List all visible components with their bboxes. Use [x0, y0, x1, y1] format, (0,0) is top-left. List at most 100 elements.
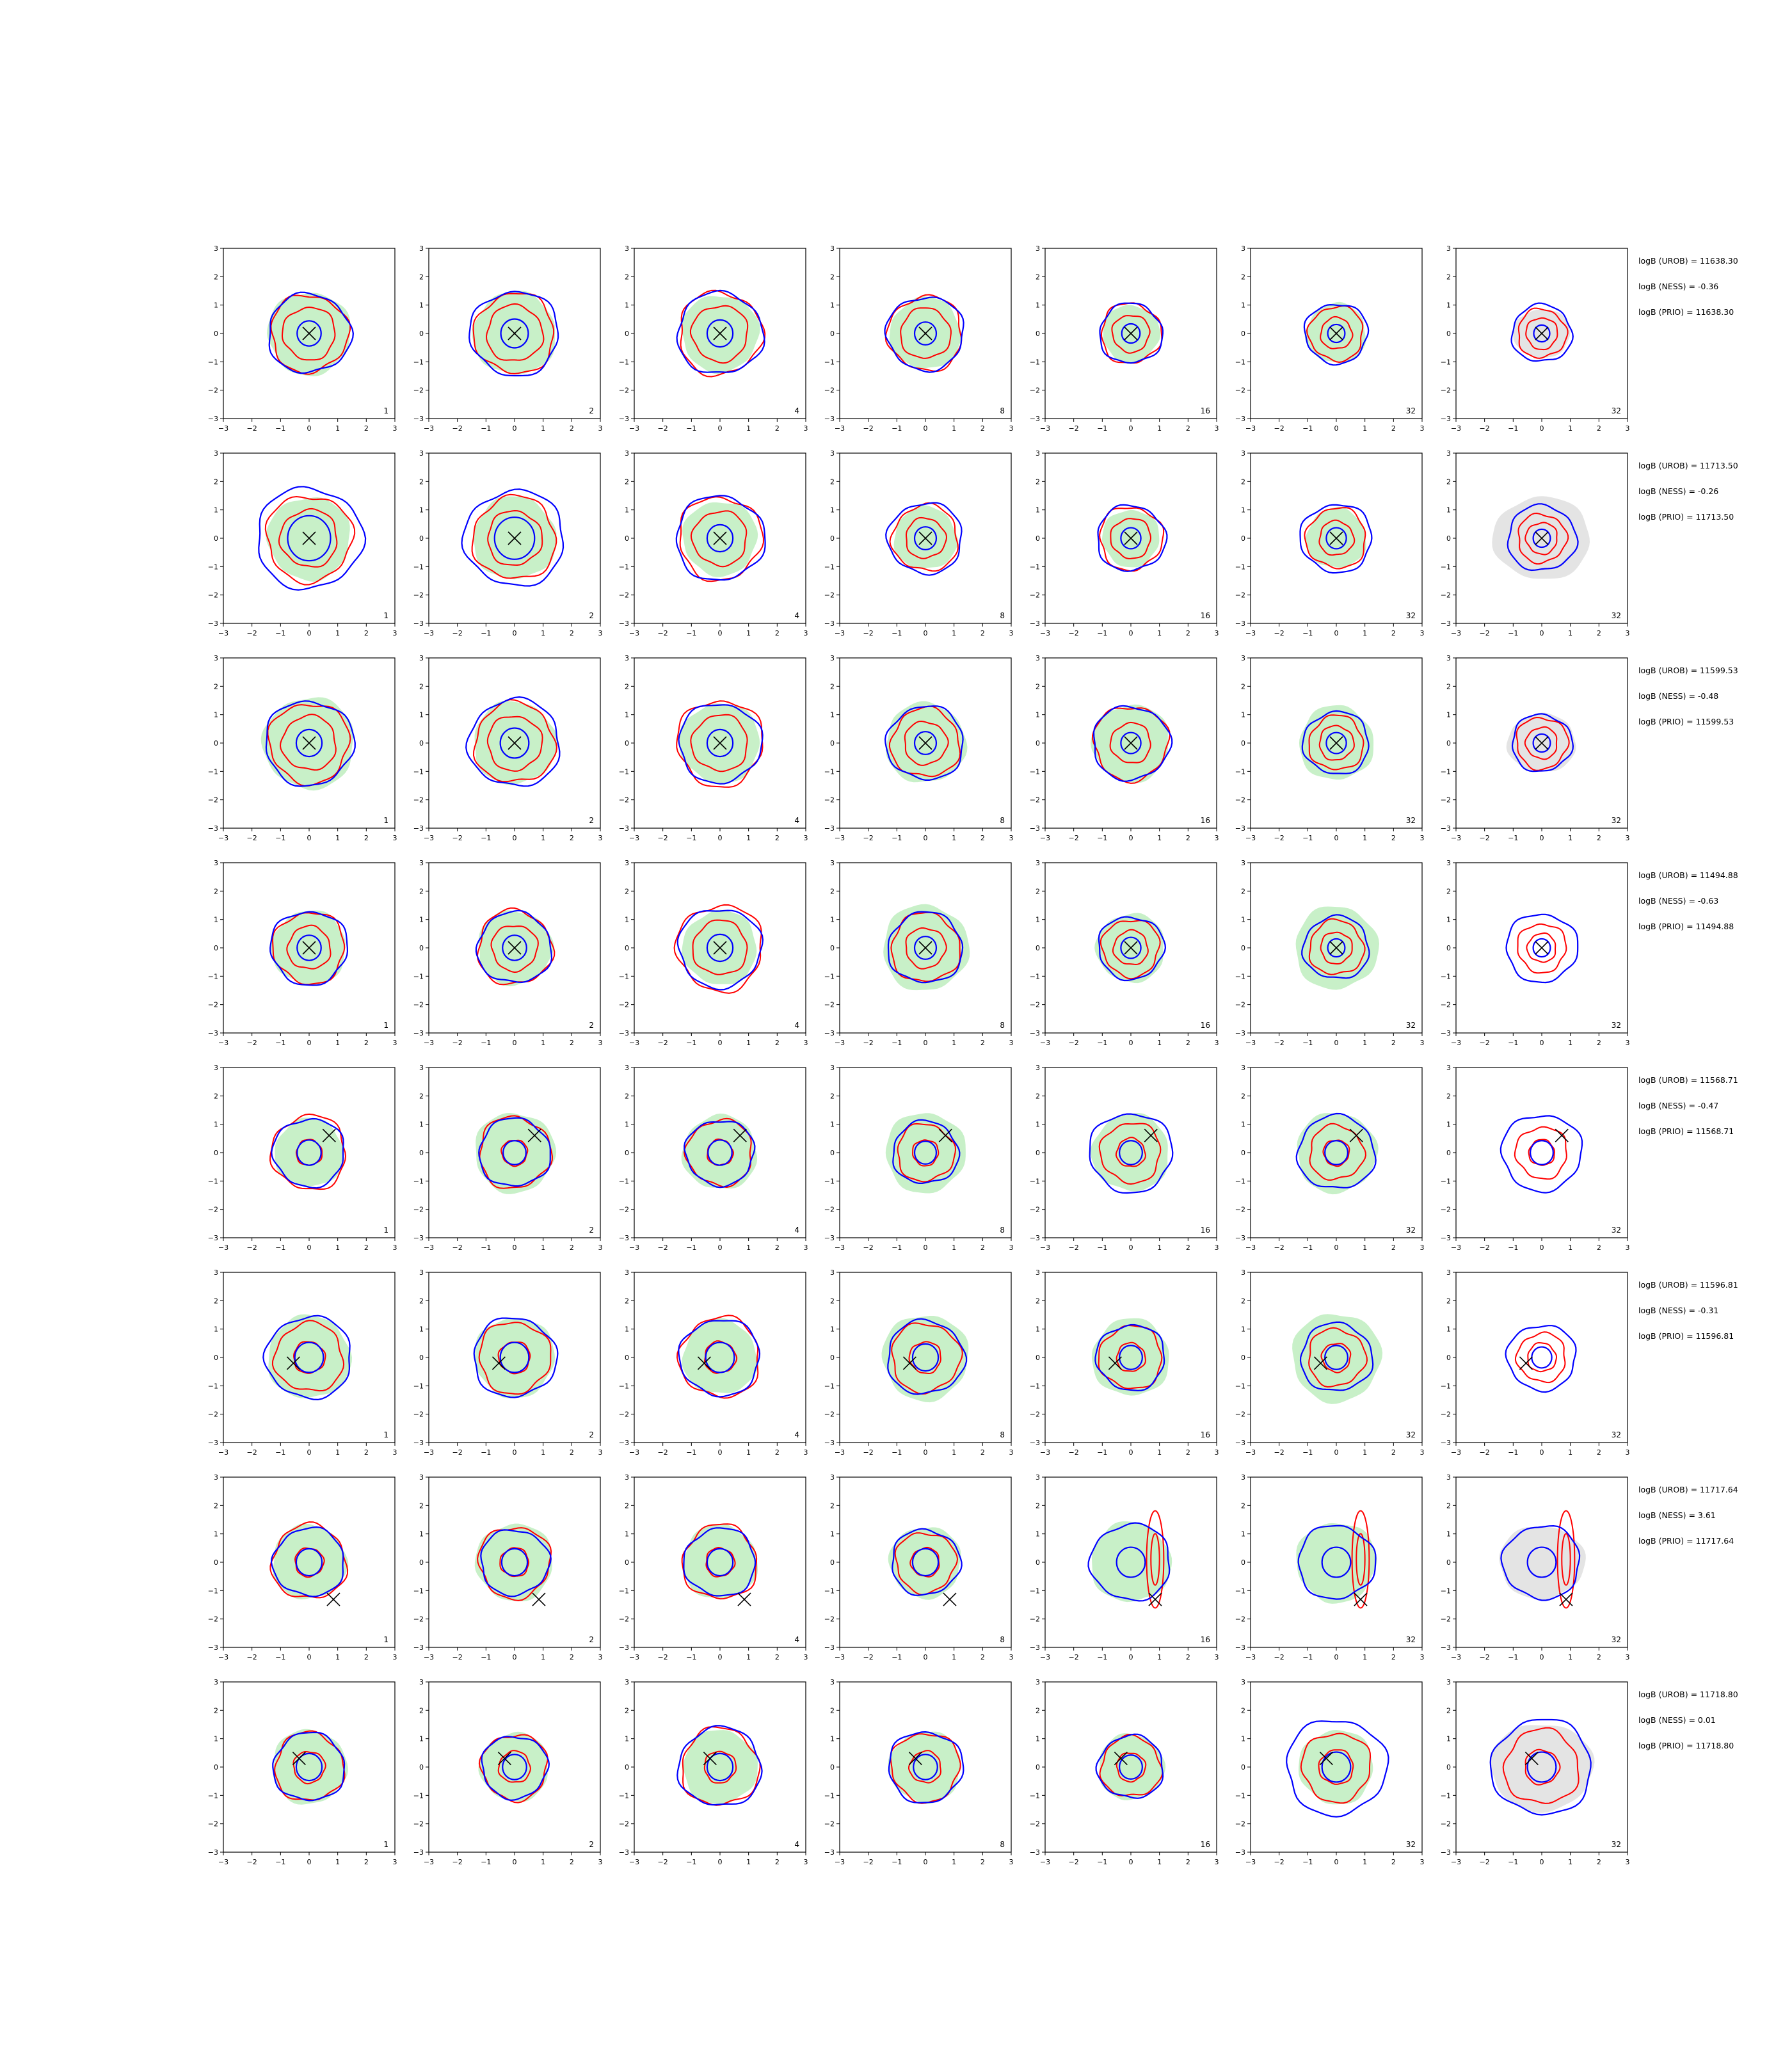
x-tick-label: 3 [1215, 1858, 1219, 1866]
red-contour-outer [479, 1115, 553, 1189]
x-tick-label: −2 [247, 424, 257, 433]
x-tick-label: 1 [1157, 1039, 1162, 1047]
x-tick-label: −3 [424, 1653, 434, 1661]
x-tick-label: 3 [1215, 834, 1219, 842]
x-tick-label: −1 [686, 629, 696, 637]
blue-contour-inner [913, 936, 938, 960]
blue-contour-outer [678, 1320, 761, 1398]
y-tick-label: −1 [619, 358, 629, 366]
y-tick-label: −3 [208, 1439, 218, 1447]
panel-r5-c4: −3 −2 −1 0 1 2 3 −3 −2 −1 0 1 2 3 8 [824, 1064, 1014, 1252]
blue-contour-outer [268, 291, 355, 374]
x-tick-label: −1 [275, 1039, 285, 1047]
x-tick-label: 2 [775, 834, 780, 842]
red-contour-inner [1524, 1748, 1561, 1786]
y-tick-label: 2 [1036, 887, 1040, 895]
x-tick-label: 3 [598, 1653, 603, 1661]
x-tick-label: −3 [1451, 834, 1461, 842]
red-contour-outer [1517, 307, 1569, 359]
y-tick-label: −1 [208, 1177, 218, 1185]
x-tick-label: −2 [1480, 424, 1490, 433]
x-tick-label: 0 [1129, 1039, 1133, 1047]
panel-r2-c6: −3 −2 −1 0 1 2 3 −3 −2 −1 0 1 2 3 32 [1235, 449, 1425, 637]
y-tick-label: 3 [625, 1064, 629, 1072]
x-tick-label: −2 [658, 834, 668, 842]
logb-annotation: logB (NESS) = -0.36 [1638, 282, 1719, 291]
x-tick-label: 2 [1597, 424, 1601, 433]
x-tick-label: −3 [835, 834, 845, 842]
x-tick-label: −3 [1451, 1858, 1461, 1866]
red-contour-inner [1116, 1341, 1146, 1372]
x-tick-label: −1 [892, 424, 902, 433]
blue-contour-inner [1120, 527, 1142, 550]
y-tick-label: −1 [824, 563, 835, 571]
blue-contour-outer [271, 1117, 344, 1189]
y-tick-label: 0 [625, 330, 629, 338]
panel-label: 2 [589, 816, 594, 825]
y-tick-label: 3 [1241, 449, 1245, 458]
y-tick-label: 0 [419, 1149, 424, 1157]
y-tick-label: −2 [1441, 796, 1451, 804]
y-tick-label: −1 [1030, 1177, 1040, 1185]
true-value-marker [508, 531, 522, 545]
y-tick-label: −2 [1030, 591, 1040, 600]
red-contour-inner [278, 508, 338, 568]
x-tick-label: −2 [1069, 834, 1079, 842]
x-tick-label: −3 [1040, 629, 1050, 637]
x-tick-label: 0 [513, 424, 517, 433]
y-tick-label: 3 [419, 1268, 424, 1277]
y-tick-label: 1 [830, 1121, 835, 1129]
y-tick-label: −1 [208, 358, 218, 366]
y-tick-label: 2 [419, 887, 424, 895]
y-tick-label: 3 [1241, 1064, 1245, 1072]
y-tick-label: −2 [619, 1820, 629, 1828]
blue-contour-inner [1120, 936, 1142, 959]
x-tick-label: 1 [1157, 1858, 1162, 1866]
x-tick-label: 0 [1334, 1448, 1339, 1457]
x-tick-label: −3 [424, 1244, 434, 1252]
true-value-marker [1329, 326, 1343, 340]
y-tick-label: 2 [214, 1092, 218, 1100]
red-contour-inner [1526, 932, 1556, 963]
y-tick-label: −3 [208, 824, 218, 833]
y-tick-label: 3 [214, 1268, 218, 1277]
x-tick-label: 1 [952, 629, 956, 637]
y-tick-label: −1 [413, 767, 424, 776]
y-tick-label: 1 [625, 506, 629, 515]
panel-label: 1 [383, 406, 388, 415]
density-fill [881, 1316, 969, 1403]
true-value-marker [1313, 1356, 1327, 1370]
panel-r2-c1: −3 −2 −1 0 1 2 3 −3 −2 −1 0 1 2 3 1 [208, 449, 397, 637]
y-tick-label: −3 [1030, 415, 1040, 423]
y-tick-label: 2 [1241, 682, 1245, 691]
y-tick-label: −3 [619, 1848, 629, 1857]
panel-r8-c6: −3 −2 −1 0 1 2 3 −3 −2 −1 0 1 2 3 32 [1235, 1678, 1425, 1866]
red-contour-inner [1320, 931, 1353, 964]
blue-contour-inner [706, 1548, 734, 1577]
x-tick-label: −3 [1040, 1448, 1050, 1457]
y-tick-label: −1 [413, 1177, 424, 1185]
y-tick-label: 1 [625, 1325, 629, 1334]
red-contour-inner [905, 927, 947, 970]
blue-contour-inner [1325, 527, 1347, 550]
true-value-marker [908, 1752, 922, 1766]
x-tick-label: −1 [686, 834, 696, 842]
y-tick-label: 1 [625, 916, 629, 924]
x-tick-label: 2 [1597, 1039, 1601, 1047]
y-tick-label: 0 [1036, 739, 1040, 748]
x-tick-label: 1 [952, 1244, 956, 1252]
y-tick-label: −2 [1030, 1615, 1040, 1624]
panel-label: 32 [1612, 406, 1621, 415]
x-tick-label: 1 [1157, 1448, 1162, 1457]
x-tick-label: −3 [835, 1858, 845, 1866]
blue-contour-inner [1327, 323, 1346, 344]
panel-r8-c1: −3 −2 −1 0 1 2 3 −3 −2 −1 0 1 2 3 1 [208, 1678, 397, 1866]
y-tick-label: 3 [1446, 244, 1451, 253]
density-fill [260, 697, 354, 791]
y-tick-label: 1 [1241, 1735, 1245, 1743]
red-contour-inner [286, 924, 332, 970]
x-tick-label: −2 [452, 424, 463, 433]
x-tick-label: 2 [980, 1653, 985, 1661]
logb-annotation: logB (UROB) = 11599.53 [1638, 666, 1738, 675]
x-tick-label: −2 [863, 1653, 874, 1661]
